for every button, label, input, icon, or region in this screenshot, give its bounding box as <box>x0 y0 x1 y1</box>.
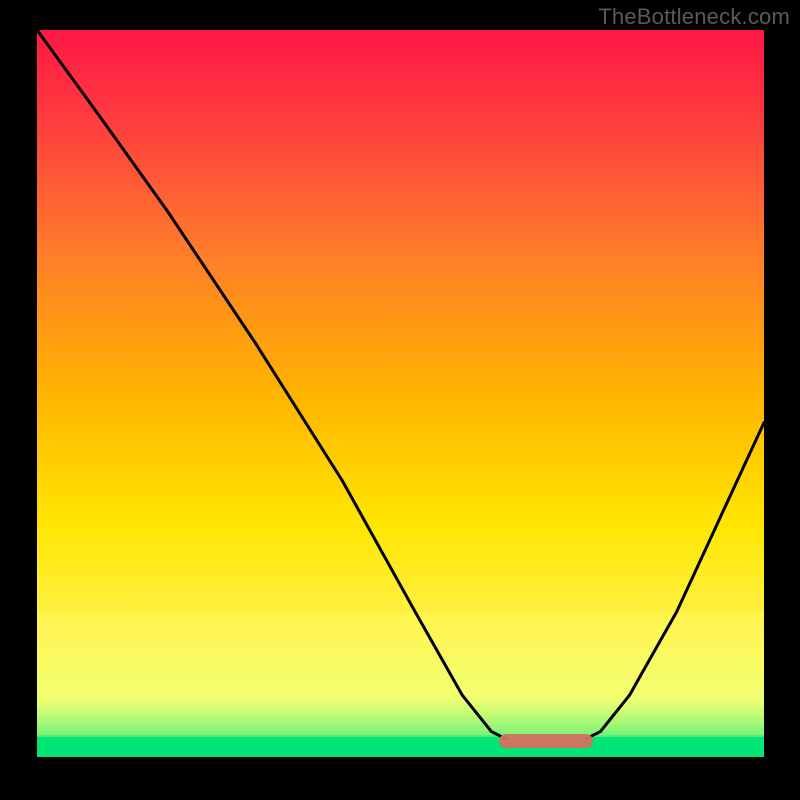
plot-area <box>37 30 764 757</box>
curve-right-branch <box>586 423 764 739</box>
curve-left-branch <box>37 30 506 739</box>
trough-marker <box>499 734 594 748</box>
watermark-text: TheBottleneck.com <box>598 4 790 30</box>
bottleneck-curve <box>37 30 764 757</box>
